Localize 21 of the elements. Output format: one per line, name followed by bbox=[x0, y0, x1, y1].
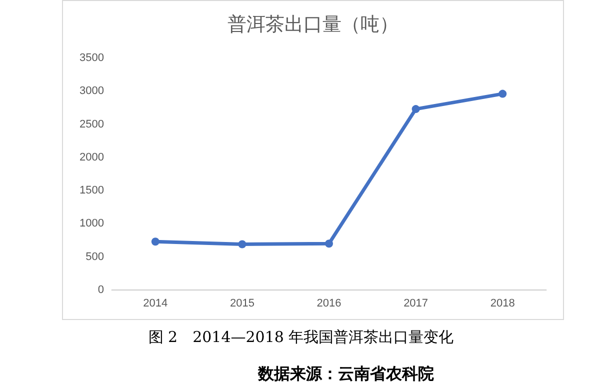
point bbox=[151, 238, 160, 246]
y-tick-label: 0 bbox=[98, 284, 104, 296]
y-tick-label: 2000 bbox=[80, 151, 104, 164]
y-tick-label: 500 bbox=[86, 250, 104, 263]
chart-title: 普洱茶出口量（吨） bbox=[228, 14, 398, 36]
y-tick-label: 3500 bbox=[80, 52, 104, 64]
caption: 图 2 2014—2018 年我国普洱茶出口量变化 bbox=[147, 328, 455, 347]
y-tick-label: 2500 bbox=[80, 118, 104, 130]
x-tick-label: 2014 bbox=[143, 298, 168, 310]
source-note: 数据来源：云南省农科院 bbox=[256, 364, 435, 385]
point bbox=[325, 240, 333, 248]
x-tick-label: 2018 bbox=[490, 298, 515, 310]
point bbox=[238, 240, 246, 248]
y-tick-label: 1000 bbox=[80, 218, 104, 230]
point bbox=[498, 90, 507, 98]
x-tick-label: 2016 bbox=[316, 298, 342, 310]
x-tick-label: 2017 bbox=[404, 298, 428, 310]
x-tick-label: 2015 bbox=[230, 298, 254, 310]
point bbox=[412, 105, 420, 114]
y-tick-label: 1500 bbox=[80, 184, 104, 197]
y-tick-label: 3000 bbox=[80, 85, 104, 98]
